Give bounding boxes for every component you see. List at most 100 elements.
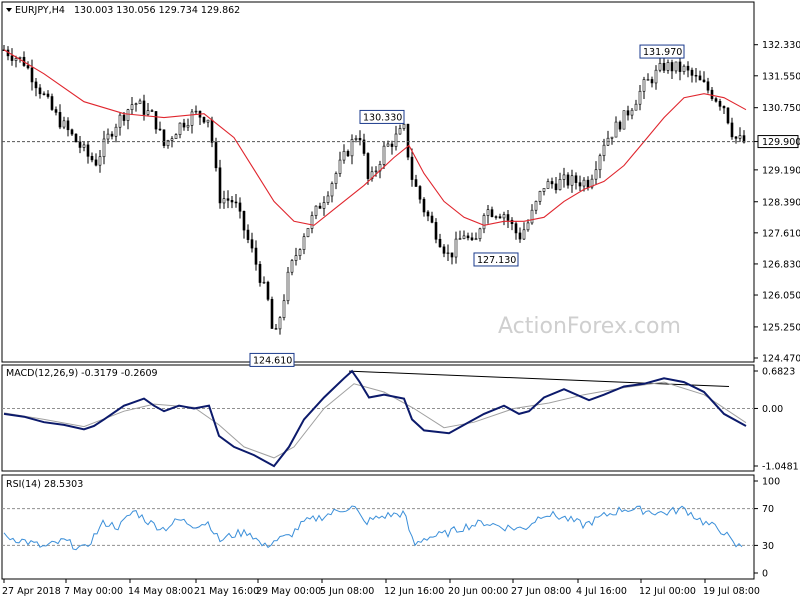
- candle-body: [358, 138, 362, 141]
- candle-body: [122, 114, 126, 121]
- candle-body: [62, 120, 66, 128]
- candle-body: [726, 107, 730, 124]
- candle-body: [254, 247, 258, 265]
- candle-body: [434, 222, 438, 240]
- rsi-title: RSI(14) 28.5303: [6, 479, 83, 490]
- candle-body: [30, 67, 34, 83]
- candle-body: [334, 173, 338, 184]
- candle-body: [446, 252, 450, 254]
- candle-body: [166, 140, 170, 146]
- candle-body: [366, 153, 370, 179]
- current-price-value: 129.900: [762, 137, 800, 148]
- candle-body: [662, 62, 666, 71]
- candle-body: [530, 209, 534, 224]
- candle-body: [450, 252, 454, 258]
- candle-body: [134, 103, 138, 106]
- candle-body: [706, 81, 710, 91]
- price-tick-label: 125.250: [762, 322, 800, 333]
- candle-body: [346, 150, 350, 157]
- candle-body: [650, 79, 654, 84]
- time-tick-label: 4 Jul 16:00: [576, 586, 627, 597]
- candle-body: [234, 201, 238, 204]
- candle-body: [202, 116, 206, 123]
- candle-body: [438, 238, 442, 248]
- candle-body: [90, 156, 94, 161]
- macd-trendline: [348, 370, 730, 387]
- time-tick-label: 12 Jul 00:00: [639, 586, 696, 597]
- candle-body: [566, 174, 570, 186]
- candle-body: [318, 205, 322, 209]
- time-tick-label: 7 May 00:00: [64, 586, 123, 597]
- candle-body: [238, 202, 242, 212]
- candle-body: [190, 111, 194, 126]
- candle-body: [374, 170, 378, 173]
- candle-body: [262, 281, 266, 284]
- candle-body: [602, 144, 606, 157]
- candle-body: [306, 228, 310, 238]
- candle-body: [674, 61, 678, 72]
- price-annotation-box: [359, 109, 405, 124]
- candle-body: [398, 128, 402, 135]
- candle-body: [290, 260, 294, 273]
- candle-body: [634, 103, 638, 111]
- candle-body: [66, 120, 70, 131]
- candle-body: [78, 141, 82, 148]
- price-axis: 132.330 131.550 130.750 129.190 128.390 127.6…: [754, 40, 800, 365]
- candle-body: [186, 125, 190, 128]
- time-tick-label: 5 Jun 08:00: [320, 586, 374, 597]
- candle-body: [118, 114, 122, 128]
- price-tick-label: 124.470: [762, 354, 800, 365]
- candle-body: [710, 89, 714, 99]
- candle-body: [598, 155, 602, 171]
- candle-body: [170, 138, 174, 141]
- candle-body: [526, 222, 530, 231]
- candle-body: [146, 110, 150, 115]
- candle-body: [682, 65, 686, 72]
- candle-body: [278, 317, 282, 330]
- candle-body: [474, 238, 478, 241]
- candle-body: [642, 79, 646, 92]
- candle-body: [162, 129, 166, 146]
- moving-average-line: [3, 49, 747, 226]
- price-tick-label: 127.610: [762, 228, 800, 239]
- price-annotations: 124.610 130.330 127.130 131.970: [249, 44, 685, 367]
- candle-body: [354, 138, 358, 140]
- candle-body: [266, 281, 270, 300]
- candle-body: [210, 119, 214, 143]
- candle-body: [194, 110, 198, 113]
- symbol-label: EURJPY,H4: [15, 5, 65, 16]
- candle-body: [490, 209, 494, 217]
- time-axis: 27 Apr 2018 7 May 00:00 14 May 08:00 21 May…: [2, 579, 760, 597]
- candle-body: [546, 181, 550, 189]
- candle-body: [14, 58, 18, 61]
- candle-body: [534, 201, 538, 211]
- candle-body: [286, 271, 290, 302]
- candle-body: [242, 210, 246, 231]
- candle-body: [690, 69, 694, 76]
- time-tick-label: 20 Jun 00:00: [448, 586, 508, 597]
- macd-line: [3, 369, 747, 468]
- candle-body: [506, 214, 510, 221]
- candle-body: [418, 186, 422, 200]
- candle-body: [622, 110, 626, 130]
- macd-panel: [1, 364, 755, 472]
- rsi-tick-label: 100: [762, 477, 780, 488]
- current-price-label: 129.900: [757, 135, 800, 149]
- ohlc-readout: 130.003 130.056 129.734 129.862: [74, 5, 240, 16]
- price-annotation-label: 131.970: [643, 47, 682, 58]
- candle-body: [102, 138, 106, 158]
- watermark: ActionForex.com: [498, 314, 681, 339]
- dropdown-triangle-icon[interactable]: [6, 8, 12, 12]
- candle-body: [402, 123, 406, 129]
- candle-body: [702, 79, 706, 83]
- candle-body: [738, 135, 742, 139]
- macd-title: MACD(12,26,9) -0.3179 -0.2609: [6, 368, 158, 379]
- macd-axis: 0.6823 0.00 -1.0481: [754, 367, 799, 473]
- rsi-panel: [1, 474, 755, 580]
- candle-body: [258, 264, 262, 283]
- candle-body: [270, 299, 274, 329]
- candle-body: [70, 129, 74, 135]
- price-annotation-box: [639, 44, 685, 59]
- candle-body: [350, 139, 354, 157]
- candle-body: [94, 159, 98, 166]
